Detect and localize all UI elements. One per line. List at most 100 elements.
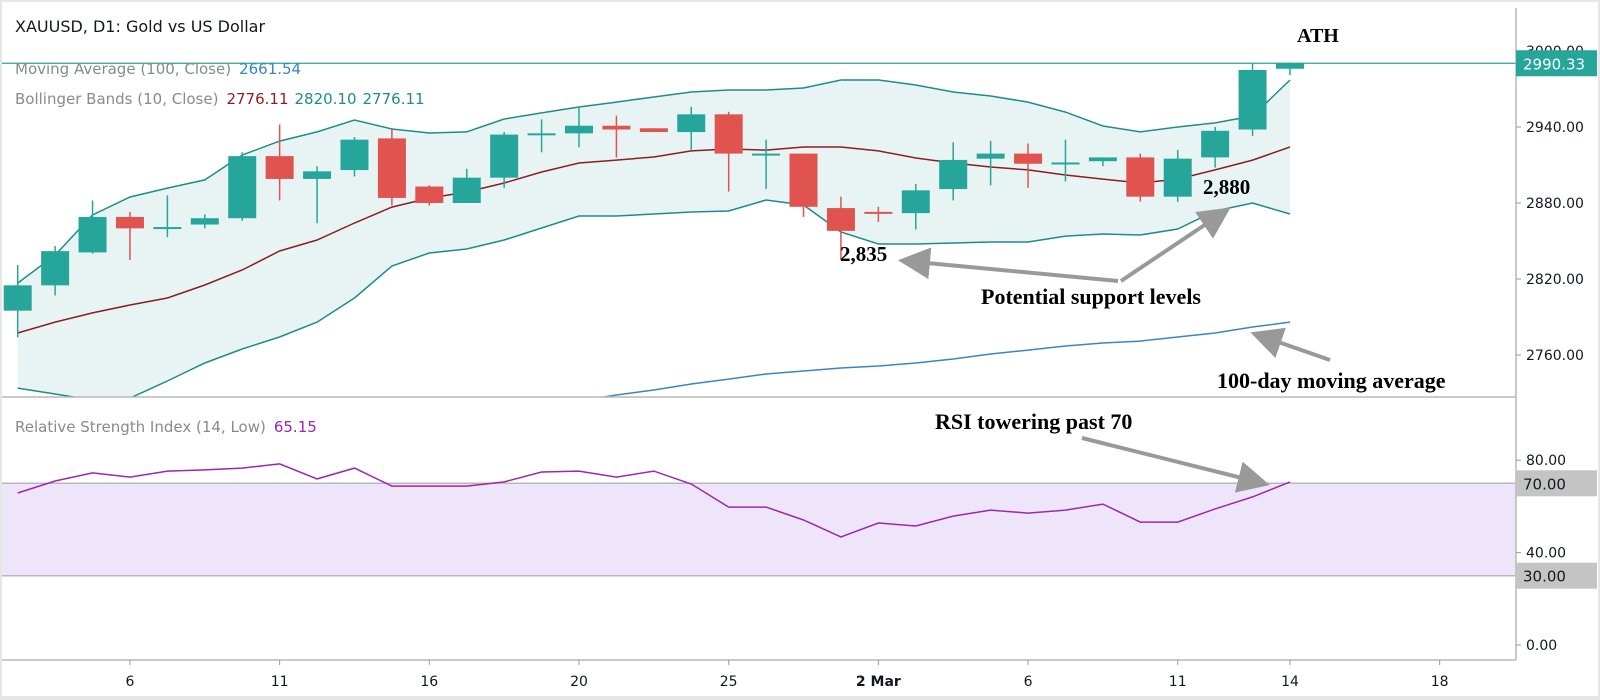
candle [228, 152, 257, 221]
candle-body [1126, 157, 1155, 197]
candle [452, 168, 481, 203]
candle [864, 206, 893, 222]
candle-body [901, 190, 930, 214]
candle [714, 111, 743, 192]
candle-body [714, 114, 743, 154]
candle [340, 137, 369, 177]
candle [677, 106, 706, 150]
rsi-tick-label: 0.00 [1526, 638, 1557, 654]
candle-body [826, 208, 855, 231]
rsi-band-fill [2, 483, 1516, 576]
price-pane[interactable] [2, 62, 1516, 406]
candle [41, 246, 70, 296]
candle [901, 184, 930, 230]
candle [1201, 127, 1230, 168]
candle-body [340, 139, 369, 171]
rsi-level-tag [1516, 562, 1597, 589]
candle [602, 115, 631, 158]
candle [415, 185, 444, 206]
candle [3, 265, 32, 338]
candle-body [377, 138, 406, 198]
bb-legend-label: Bollinger Bands (10, Close) [15, 90, 219, 108]
annotation-rsi: RSI towering past 70 [935, 409, 1133, 434]
rsi-level-label: 70.00 [1523, 475, 1566, 493]
last-price-tag [1516, 50, 1597, 77]
candle [265, 124, 294, 201]
candle-body [415, 186, 444, 203]
annotation-2880: 2,880 [1203, 175, 1251, 199]
rsi-line [17, 463, 1291, 538]
time-tick-label: 16 [420, 674, 438, 690]
ma-legend-label: Moving Average (100, Close) [15, 60, 232, 78]
candle-body [976, 153, 1005, 159]
candle [303, 166, 332, 224]
candle [752, 139, 781, 190]
candle [1275, 62, 1304, 76]
price-tick-label: 2820.00 [1526, 272, 1584, 288]
candle-body [1238, 70, 1267, 130]
time-tick-label: 6 [125, 674, 134, 690]
bb-legend[interactable]: Bollinger Bands (10, Close) 2776.11 2820.1… [15, 90, 425, 108]
candle [565, 108, 593, 148]
candle-body [41, 251, 70, 286]
candle-body [639, 128, 668, 133]
annotation-ma100: 100-day moving average [1217, 368, 1446, 393]
annotation-ath: ATH [1297, 25, 1339, 47]
candle-body [115, 216, 144, 229]
candle [1051, 139, 1080, 182]
bollinger-basis-line [17, 146, 1291, 334]
candle-body [228, 156, 257, 219]
candle [1163, 149, 1192, 202]
candle-body [1201, 130, 1230, 158]
time-tick-label: 25 [720, 674, 738, 690]
candle-body [1163, 158, 1192, 197]
candle [153, 195, 182, 238]
candle-body [1088, 157, 1117, 162]
candle-body [490, 134, 519, 178]
time-tick-label: 2 Mar [856, 674, 901, 690]
rsi-tick-label: 40.00 [1526, 546, 1566, 562]
arrow-support-2880 [1119, 207, 1231, 283]
chart-title: XAUUSD, D1: Gold vs US Dollar [15, 17, 266, 36]
rsi-level-label: 30.00 [1523, 568, 1566, 586]
rsi-legend-value: 65.15 [273, 418, 317, 436]
candle-body [602, 125, 631, 130]
annotation-arrows [898, 207, 1331, 493]
bb-lower-value: 2776.11 [362, 90, 425, 108]
bb-basis-value: 2776.11 [226, 90, 289, 108]
rsi-legend-label: Relative Strength Index (14, Low) [15, 418, 266, 436]
arrow-support-2835 [898, 247, 1119, 283]
arrow-rsi [1081, 436, 1270, 493]
candle [1126, 153, 1155, 202]
candle-body [752, 153, 781, 156]
candle-body [153, 227, 182, 230]
candle [527, 119, 556, 153]
candle-body [3, 285, 32, 311]
candle [789, 153, 818, 217]
candle [639, 128, 668, 133]
bollinger-lower-line [17, 199, 1291, 397]
candle [115, 211, 144, 260]
axes: 3000.002940.002880.002820.002760.002990.… [2, 8, 1597, 690]
candle-body [1014, 153, 1043, 164]
last-price-label: 2990.33 [1523, 55, 1585, 73]
time-tick-label: 11 [271, 674, 289, 690]
rsi-tick-label: 80.00 [1526, 453, 1566, 469]
candle-body [265, 156, 294, 179]
candle [490, 132, 519, 188]
arrow-ma100 [1250, 327, 1331, 362]
candle [1238, 63, 1267, 136]
bollinger-band-fill [17, 80, 1290, 397]
price-tick-label: 2880.00 [1526, 196, 1584, 212]
candle [939, 142, 968, 201]
ma-legend[interactable]: Moving Average (100, Close) 2661.54 [15, 60, 301, 78]
rsi-pane[interactable] [2, 463, 1516, 577]
candle-body [1051, 162, 1080, 165]
candle [826, 196, 855, 260]
candle [190, 214, 219, 229]
rsi-legend[interactable]: Relative Strength Index (14, Low) 65.15 [15, 418, 317, 436]
candle-body [1275, 63, 1304, 69]
ma-legend-value: 2661.54 [239, 60, 302, 78]
